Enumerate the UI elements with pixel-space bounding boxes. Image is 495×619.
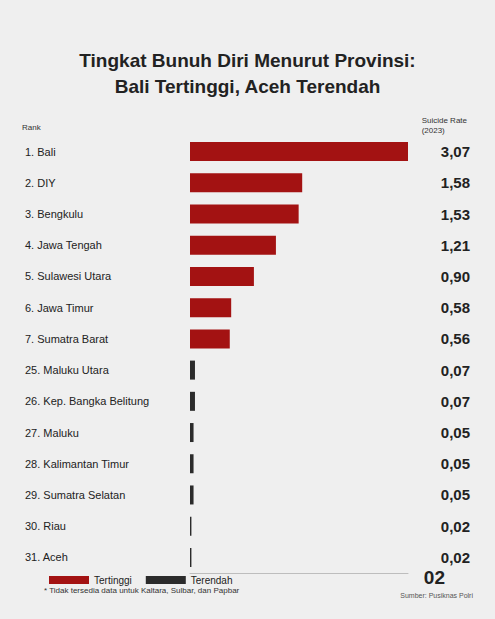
svg-text:1,58: 1,58 [441,174,470,191]
svg-text:* Tidak tersedia data untuk Ka: * Tidak tersedia data untuk Kaltara, Sul… [44,586,240,595]
svg-text:29. Sumatra Selatan: 29. Sumatra Selatan [25,489,125,501]
svg-text:0,58: 0,58 [441,299,470,316]
svg-text:0,05: 0,05 [441,455,470,472]
svg-text:Bali Tertinggi, Aceh Terendah: Bali Tertinggi, Aceh Terendah [115,76,381,97]
svg-text:1. Bali: 1. Bali [25,146,56,158]
svg-text:28. Kalimantan Timur: 28. Kalimantan Timur [25,458,129,470]
svg-text:0,56: 0,56 [441,330,470,347]
svg-text:4. Jawa Tengah: 4. Jawa Tengah [25,239,102,251]
svg-text:0,90: 0,90 [441,268,470,285]
svg-text:Suicide Rate: Suicide Rate [422,116,468,125]
svg-text:31. Aceh: 31. Aceh [25,551,68,563]
svg-text:25. Maluku Utara: 25. Maluku Utara [25,364,110,376]
svg-text:1,21: 1,21 [441,237,470,254]
svg-text:6. Jawa Timur: 6. Jawa Timur [25,302,94,314]
svg-text:5. Sulawesi Utara: 5. Sulawesi Utara [25,270,112,282]
svg-text:2. DIY: 2. DIY [25,177,56,189]
svg-text:02: 02 [424,567,445,588]
svg-text:30. Riau: 30. Riau [25,520,66,532]
svg-text:3. Bengkulu: 3. Bengkulu [25,208,83,220]
svg-text:Terendah: Terendah [191,575,233,586]
svg-text:Tingkat Bunuh Diri Menurut Pro: Tingkat Bunuh Diri Menurut Provinsi: [79,50,415,71]
svg-text:27. Maluku: 27. Maluku [25,427,79,439]
svg-text:7. Sumatra Barat: 7. Sumatra Barat [25,333,108,345]
svg-text:1,53: 1,53 [441,206,470,223]
svg-text:0,05: 0,05 [441,424,470,441]
svg-text:0,07: 0,07 [441,393,470,410]
svg-text:(2023): (2023) [422,126,445,135]
svg-text:0,07: 0,07 [441,362,470,379]
svg-text:26. Kep. Bangka Belitung: 26. Kep. Bangka Belitung [25,395,149,407]
svg-text:Rank: Rank [22,123,42,132]
svg-text:Tertinggi: Tertinggi [94,575,132,586]
svg-text:0,02: 0,02 [441,549,470,566]
svg-text:Sumber: Pusiknas Polri: Sumber: Pusiknas Polri [400,592,473,599]
svg-text:0,02: 0,02 [441,518,470,535]
svg-text:0,05: 0,05 [441,486,470,503]
svg-text:3,07: 3,07 [441,143,470,160]
